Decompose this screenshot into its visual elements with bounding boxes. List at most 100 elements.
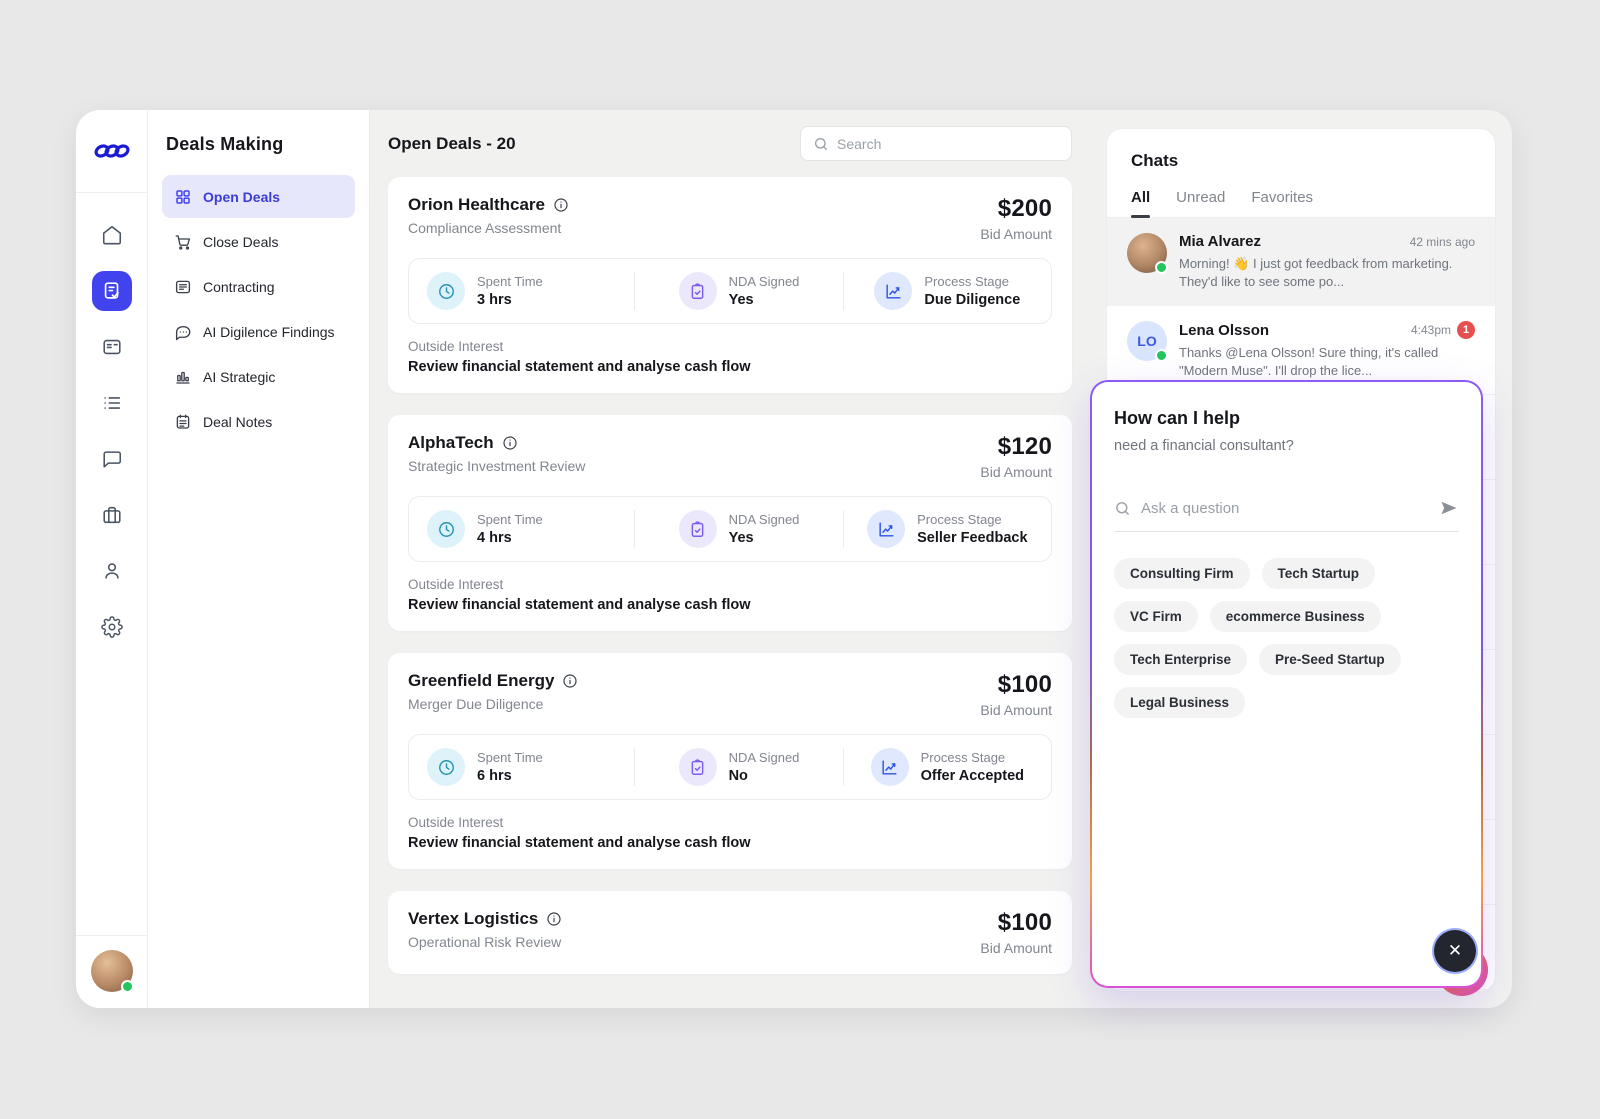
chip-pre-seed-startup[interactable]: Pre-Seed Startup	[1259, 644, 1401, 675]
clock-icon	[427, 510, 465, 548]
stat-label: NDA Signed	[728, 512, 800, 527]
chip-tech-enterprise[interactable]: Tech Enterprise	[1114, 644, 1248, 675]
stat-nda: NDA Signed Yes	[634, 272, 842, 310]
deal-card[interactable]: Greenfield Energy Merger Due Diligence $…	[388, 653, 1072, 869]
outside-interest: Outside Interest Review financial statem…	[408, 815, 1052, 851]
clipboard-check-icon	[678, 748, 717, 786]
chats-title: Chats	[1131, 151, 1179, 170]
chat-row[interactable]	[1107, 905, 1495, 991]
stat-value: Seller Feedback	[917, 530, 1028, 546]
sidebar-item-label: Contracting	[203, 278, 275, 295]
stat-value: Due Diligence	[924, 292, 1021, 308]
assistant-title: How can I help	[1114, 408, 1241, 428]
send-icon[interactable]	[1439, 498, 1459, 518]
sidebar-item-ai-digilence-findings[interactable]: AI Digilence Findings	[162, 310, 355, 353]
ask-question-row	[1114, 498, 1459, 532]
chip-legal-business[interactable]: Legal Business	[1114, 687, 1246, 718]
assistant-body: How can I help need a financial consulta…	[1092, 382, 1481, 986]
sidebar-title: Deals Making	[166, 134, 284, 154]
chat-name: Lena Olsson	[1179, 321, 1270, 339]
deal-card-header: Orion Healthcare Compliance Assessment $…	[408, 195, 1052, 242]
bid-amount: $200	[997, 195, 1052, 222]
logo	[76, 110, 147, 193]
gear-icon[interactable]	[92, 607, 132, 647]
deals-doc-check-icon[interactable]	[91, 271, 132, 311]
tab-all[interactable]: All	[1131, 189, 1151, 218]
main-header: Open Deals - 20	[388, 126, 1072, 161]
search-input[interactable]	[837, 135, 1059, 152]
chat-row-lena-olsson[interactable]: LO Lena Olsson 4:43pm 1 Thanks @Lena Ols…	[1107, 306, 1495, 396]
stat-nda: NDA Signed No	[634, 748, 842, 786]
tab-favorites[interactable]: Favorites	[1251, 189, 1314, 206]
deal-card[interactable]: AlphaTech Strategic Investment Review $1…	[388, 415, 1072, 631]
stat-label: Process Stage	[917, 512, 1002, 527]
sidebar-item-close-deals[interactable]: Close Deals	[162, 220, 355, 263]
unread-badge: 1	[1457, 321, 1475, 340]
sidebar-item-label: Deal Notes	[203, 413, 273, 430]
deal-name: AlphaTech	[408, 433, 494, 452]
bid-amount-label: Bid Amount	[980, 226, 1052, 242]
cart-icon	[174, 233, 192, 251]
outside-interest-value: Review financial statement and analyse c…	[408, 359, 751, 375]
stat-label: Spent Time	[477, 750, 543, 765]
info-icon[interactable]	[553, 197, 569, 213]
user-icon[interactable]	[92, 551, 132, 591]
bar-chart-icon	[174, 368, 192, 386]
stat-label: NDA Signed	[728, 274, 800, 289]
deal-card[interactable]: Orion Healthcare Compliance Assessment $…	[388, 177, 1072, 393]
list-icon[interactable]	[92, 383, 132, 423]
stat-label: Spent Time	[477, 512, 543, 527]
briefcase-icon[interactable]	[92, 495, 132, 535]
search-icon	[1114, 500, 1131, 517]
chat-row-mia-alvarez[interactable]: Mia Alvarez 42 mins ago Morning! 👋 I jus…	[1107, 218, 1495, 307]
chip-consulting-firm[interactable]: Consulting Firm	[1114, 558, 1250, 589]
clipboard-check-icon	[678, 510, 717, 548]
outside-interest-label: Outside Interest	[408, 815, 504, 830]
info-icon[interactable]	[502, 435, 518, 451]
home-icon[interactable]	[92, 215, 132, 255]
bid-amount: $100	[997, 671, 1052, 698]
outside-interest-label: Outside Interest	[408, 339, 504, 354]
chip-tech-startup[interactable]: Tech Startup	[1261, 558, 1376, 589]
speech-dots-icon	[174, 323, 192, 341]
stat-value: 3 hrs	[477, 292, 512, 308]
sidebar-item-open-deals[interactable]: Open Deals	[162, 175, 355, 218]
online-status-dot	[1155, 261, 1168, 274]
stat-spent-time: Spent Time 6 hrs	[409, 748, 634, 786]
tab-unread[interactable]: Unread	[1176, 189, 1226, 206]
chip-ecommerce-business[interactable]: ecommerce Business	[1209, 601, 1381, 632]
chat-bubble-icon[interactable]	[92, 439, 132, 479]
chat-time: 42 mins ago	[1409, 234, 1475, 249]
chat-body: Lena Olsson 4:43pm 1 Thanks @Lena Olsson…	[1179, 321, 1475, 379]
trend-chart-icon	[870, 748, 909, 786]
avatar-initials: LO	[1137, 333, 1157, 350]
user-avatar[interactable]	[90, 950, 134, 993]
stat-label: Process Stage	[920, 750, 1006, 765]
info-icon[interactable]	[562, 673, 578, 689]
contract-card-icon	[174, 278, 192, 296]
deal-subtitle: Strategic Investment Review	[408, 458, 586, 474]
deal-name: Greenfield Energy	[408, 671, 555, 690]
deal-card-header: Vertex Logistics Operational Risk Review…	[408, 909, 1052, 956]
bid-amount-label: Bid Amount	[980, 464, 1052, 480]
deal-stats: Spent Time 3 hrs NDA Signed Yes Process St…	[408, 258, 1052, 324]
deal-name: Vertex Logistics	[408, 909, 539, 928]
deal-card[interactable]: Vertex Logistics Operational Risk Review…	[388, 891, 1072, 974]
online-status-dot	[1155, 349, 1168, 363]
deal-subtitle: Operational Risk Review	[408, 934, 562, 950]
sidebar-item-deal-notes[interactable]: Deal Notes	[162, 400, 355, 443]
sidebar-item-contracting[interactable]: Contracting	[162, 265, 355, 308]
sidebar-item-label: AI Strategic	[203, 368, 276, 385]
icon-rail	[76, 110, 148, 1008]
card-details-icon[interactable]	[92, 327, 132, 367]
stat-process-stage: Process Stage Offer Accepted	[842, 748, 1051, 786]
deal-card-header: Greenfield Energy Merger Due Diligence $…	[408, 671, 1052, 718]
info-icon[interactable]	[546, 911, 562, 927]
ask-question-input[interactable]	[1141, 499, 1429, 517]
page-title: Open Deals - 20	[388, 133, 516, 153]
sidebar-item-ai-strategic[interactable]: AI Strategic	[162, 355, 355, 398]
deal-stats: Spent Time 4 hrs NDA Signed Yes Process St…	[408, 496, 1052, 562]
close-icon[interactable]: ✕	[1434, 930, 1476, 972]
deals-menu: Open Deals Close Deals Contracting AI Di…	[148, 175, 369, 443]
chip-vc-firm[interactable]: VC Firm	[1114, 601, 1198, 632]
